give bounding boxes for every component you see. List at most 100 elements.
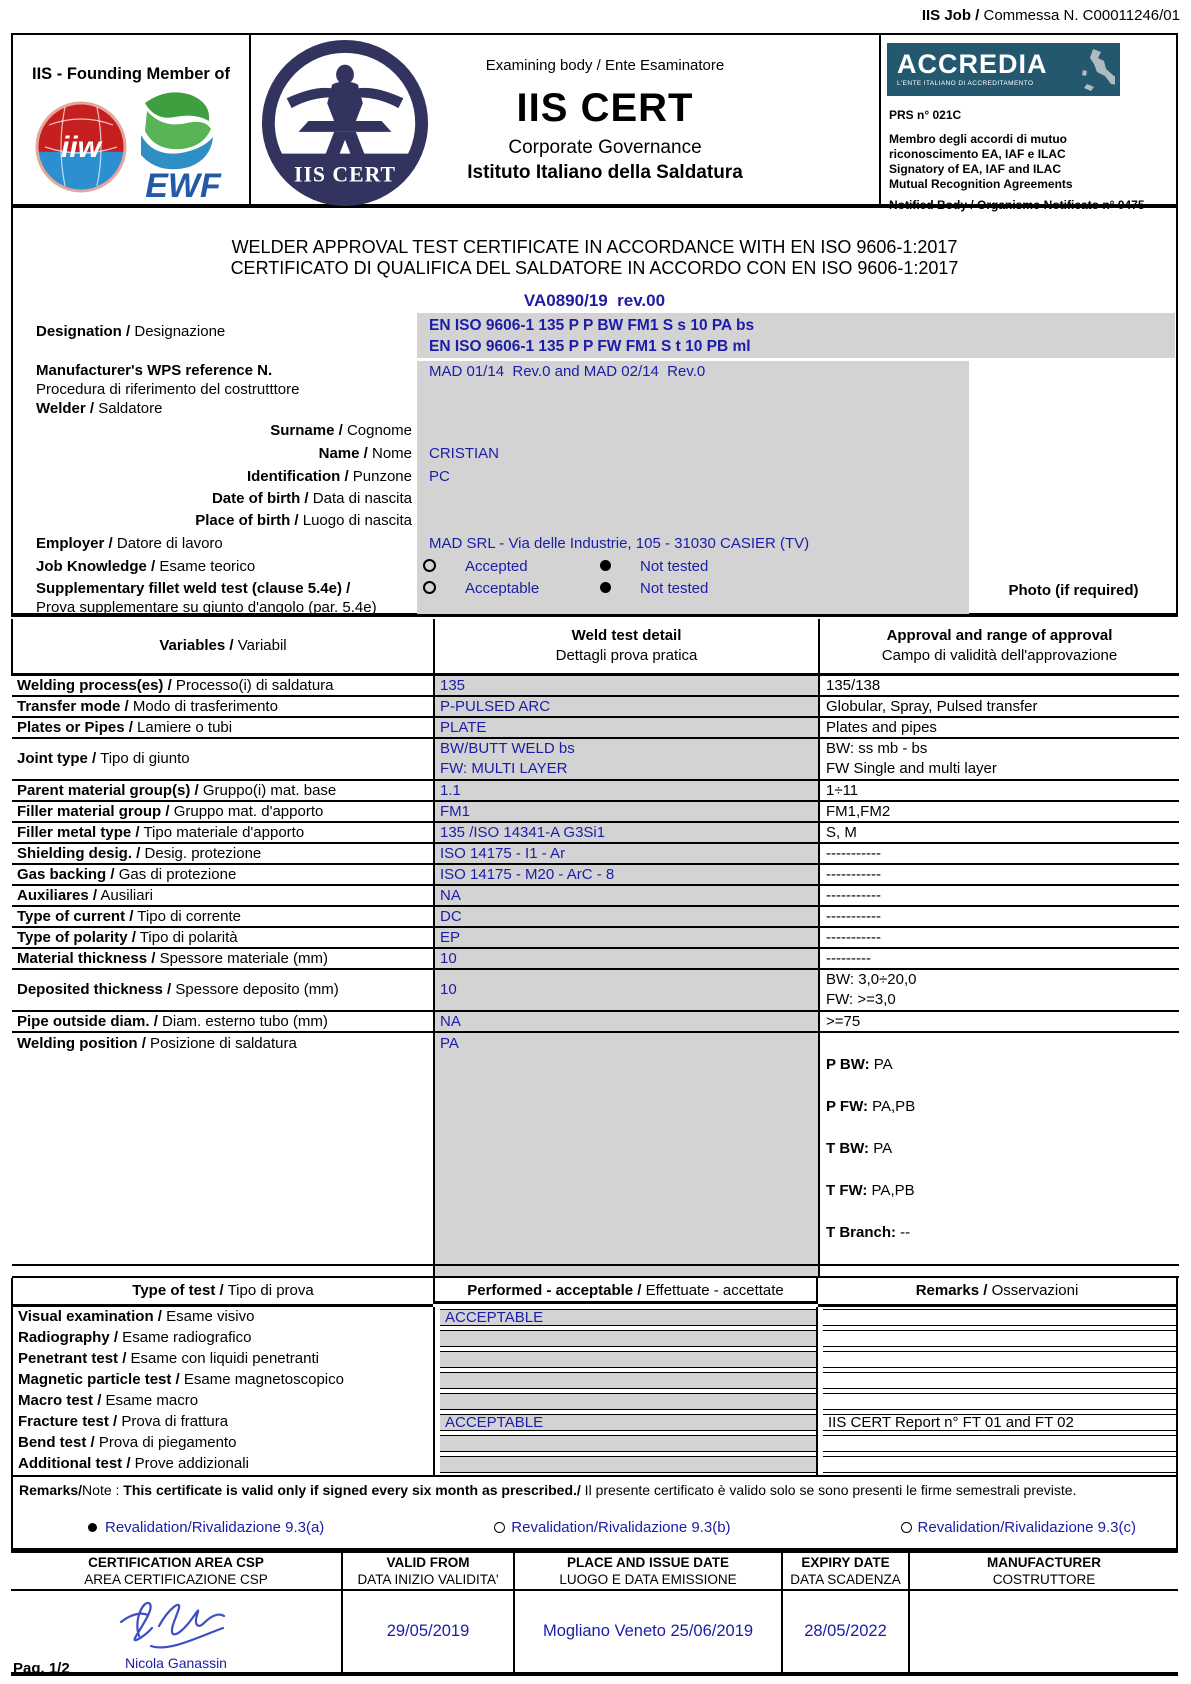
test-remark: IIS CERT Report n° FT 01 and FT 02 (823, 1413, 1176, 1431)
name-label: Name / Nome (318, 445, 412, 462)
supplementary-test-label: Supplementary fillet weld test (clause 5… (36, 580, 377, 616)
test-remark (823, 1371, 1176, 1389)
certificate-number: VA0890/19 rev.00 (523, 291, 666, 310)
title-italian: CERTIFICATO DI QUALIFICA DEL SALDATORE I… (230, 258, 959, 278)
place-of-birth-label: Place of birth / Luogo di nascita (195, 512, 412, 529)
accredia-wordmark: ACCREDIA (897, 49, 1048, 79)
radio-checked-icon (600, 582, 611, 593)
accredia-banner: ACCREDIA L'ENTE ITALIANO DI ACCREDITAMEN… (887, 43, 1120, 96)
radio-unchecked-icon (423, 559, 436, 572)
table-row: Transfer mode / Modo di trasferimento P-P… (12, 694, 1179, 718)
table-row: Filler material group / Gruppo mat. d'ap… (12, 799, 1179, 823)
radio-unchecked-icon (900, 1521, 912, 1533)
iiw-globe-icon: iiw (35, 101, 127, 193)
examining-body-text: Examining body / Ente Esaminatore IIS CE… (441, 35, 769, 204)
test-result: ACCEPTABLE (440, 1413, 816, 1431)
page-number: Pag. 1/2 (13, 1660, 70, 1677)
examining-body-label: Examining body / Ente Esaminatore (485, 57, 725, 74)
surname-label: Surname / Cognome (270, 422, 412, 439)
manufacturer-cell (908, 1588, 1178, 1676)
table-row: Filler metal type / Tipo materiale d'app… (12, 820, 1179, 844)
test-row-label: Visual examination / Esame visivo (18, 1307, 255, 1325)
examining-body-cell: IIS CERT Examining body / Ente Esaminato… (251, 35, 881, 207)
date-of-birth-label: Date of birth / Data di nascita (211, 490, 412, 507)
radio-unchecked-icon (494, 1521, 506, 1533)
variables-table: Variables / Variabil Weld test detail Det… (11, 619, 1179, 1278)
radio-checked-icon (88, 1522, 97, 1532)
table-row: Welding position / Posizione di saldatur… (12, 1030, 1179, 1266)
test-row-label: Fracture test / Prova di frattura (18, 1412, 229, 1430)
expiry-date-value: 28/05/2022 (781, 1588, 910, 1676)
emblem-wordmark: IIS CERT (294, 162, 396, 186)
variables-header: Variables / Variabil (11, 619, 435, 676)
test-result (440, 1392, 816, 1410)
signature-table-header-row: CERTIFICATION AREA CSP AREA CERTIFICAZION… (11, 1549, 1178, 1591)
job-knowledge-accepted-option: Accepted (465, 558, 528, 575)
ewf-globe-icon (141, 92, 213, 170)
type-of-test-header: Type of test / Tipo di prova (13, 1278, 433, 1307)
remarks-header: Remarks / Osservazioni (818, 1278, 1176, 1307)
accreditation-cell: ACCREDIA L'ENTE ITALIANO DI ACCREDITAMEN… (881, 35, 1176, 212)
test-result: ACCEPTABLE (440, 1308, 816, 1326)
identification-label: Identification / Punzone (246, 468, 412, 485)
test-row-label: Magnetic particle test / Esame magnetosc… (18, 1370, 344, 1388)
test-row-label: Penetrant test / Esame con liquidi penet… (18, 1349, 319, 1367)
designation-value: EN ISO 9606-1 135 P P BW FM1 S s 10 PA b… (429, 317, 755, 355)
name-value: CRISTIAN (429, 445, 500, 462)
test-result (440, 1350, 816, 1368)
membership-logos-cell: IIS - Founding Member of (13, 35, 251, 205)
designation-value-field (417, 313, 1175, 358)
test-remark (823, 1392, 1176, 1410)
test-result (440, 1434, 816, 1452)
employer-label: Employer / Datore di lavoro (36, 535, 223, 552)
founding-member-caption: IIS - Founding Member of (32, 65, 230, 83)
test-row-label: Radiography / Esame radiografico (18, 1328, 252, 1346)
spacer-row (12, 1263, 1179, 1278)
test-remark (823, 1455, 1176, 1473)
signature-table: CERTIFICATION AREA CSP AREA CERTIFICAZION… (11, 1549, 1178, 1676)
tables-region: Variables / Variabil Weld test detail Det… (11, 619, 1179, 1676)
test-row-label: Additional test / Prove addizionali (18, 1454, 249, 1472)
table-row: Material thickness / Spessore materiale … (12, 946, 1179, 970)
signature-icon (119, 1601, 226, 1648)
svg-text:iiw: iiw (61, 131, 103, 164)
test-result (440, 1455, 816, 1473)
revalidation-c-label: Revalidation/Rivalidazione 9.3(c) (917, 1518, 1136, 1536)
iis-cert-emblem: IIS CERT (259, 37, 431, 214)
job-knowledge-not-tested-option: Not tested (640, 558, 709, 575)
job-value: Commessa N. C00011246/01 (979, 7, 1180, 24)
iis-cert-emblem-icon: IIS CERT (261, 39, 429, 207)
ewf-wordmark: EWF (145, 167, 222, 205)
revalidation-a-label: Revalidation/Rivalidazione 9.3(a) (105, 1518, 325, 1536)
signature-table-body-row: Nicola Ganassin 29/05/2019 Mogliano Vene… (11, 1588, 1178, 1676)
revalidation-options: Revalidation/Rivalidazione 9.3(a) Revali… (13, 1519, 1176, 1536)
table-row: Deposited thickness / Spessore deposito … (12, 967, 1179, 1012)
job-reference: IIS Job / Commessa N. C00011246/01 (922, 7, 1180, 24)
table-row: Gas backing / Gas di protezione ISO 14175… (12, 862, 1179, 886)
welder-data-fields (417, 361, 969, 614)
letterhead: IIS - Founding Member of (11, 33, 1178, 212)
info-section-frame (11, 208, 1178, 617)
job-knowledge-label: Job Knowledge / Esame teorico (36, 558, 256, 575)
certification-signature-cell: Nicola Ganassin (11, 1588, 343, 1676)
mutual-recognition-text: Membro degli accordi di mutuo riconoscim… (889, 132, 1073, 191)
supplementary-not-tested-option: Not tested (640, 580, 709, 597)
table-row: Type of polarity / Tipo di polarità EP ---… (12, 925, 1179, 949)
employer-value: MAD SRL - Via delle Industrie, 105 - 310… (429, 535, 810, 552)
wps-reference-value: MAD 01/14 Rev.0 and MAD 02/14 Rev.0 (429, 363, 706, 380)
notified-body-number: Notified Body / Organismo Notificato n° … (889, 198, 1145, 212)
validity-note: Remarks/Note : This certificate is valid… (19, 1481, 1077, 1498)
table-row: Joint type / Tipo di giunto BW/BUTT WELD … (12, 736, 1179, 781)
table-row: Pipe outside diam. / Diam. esterno tubo … (12, 1009, 1179, 1033)
supplementary-acceptable-option: Acceptable (465, 580, 540, 597)
approval-range-header: Approval and range of approval Campo di v… (818, 619, 1179, 676)
test-remark (823, 1350, 1176, 1368)
radio-unchecked-icon (423, 581, 436, 594)
identification-value: PC (429, 468, 450, 485)
test-remark (823, 1329, 1176, 1347)
institute-name: Istituto Italiano della Saldatura (467, 162, 743, 183)
table-row: Shielding desig. / Desig. protezione ISO … (12, 841, 1179, 865)
iiw-ewf-logos: iiw EWF (35, 85, 231, 210)
accredia-tagline: L'ENTE ITALIANO DI ACCREDITAMENTO (897, 80, 1034, 87)
